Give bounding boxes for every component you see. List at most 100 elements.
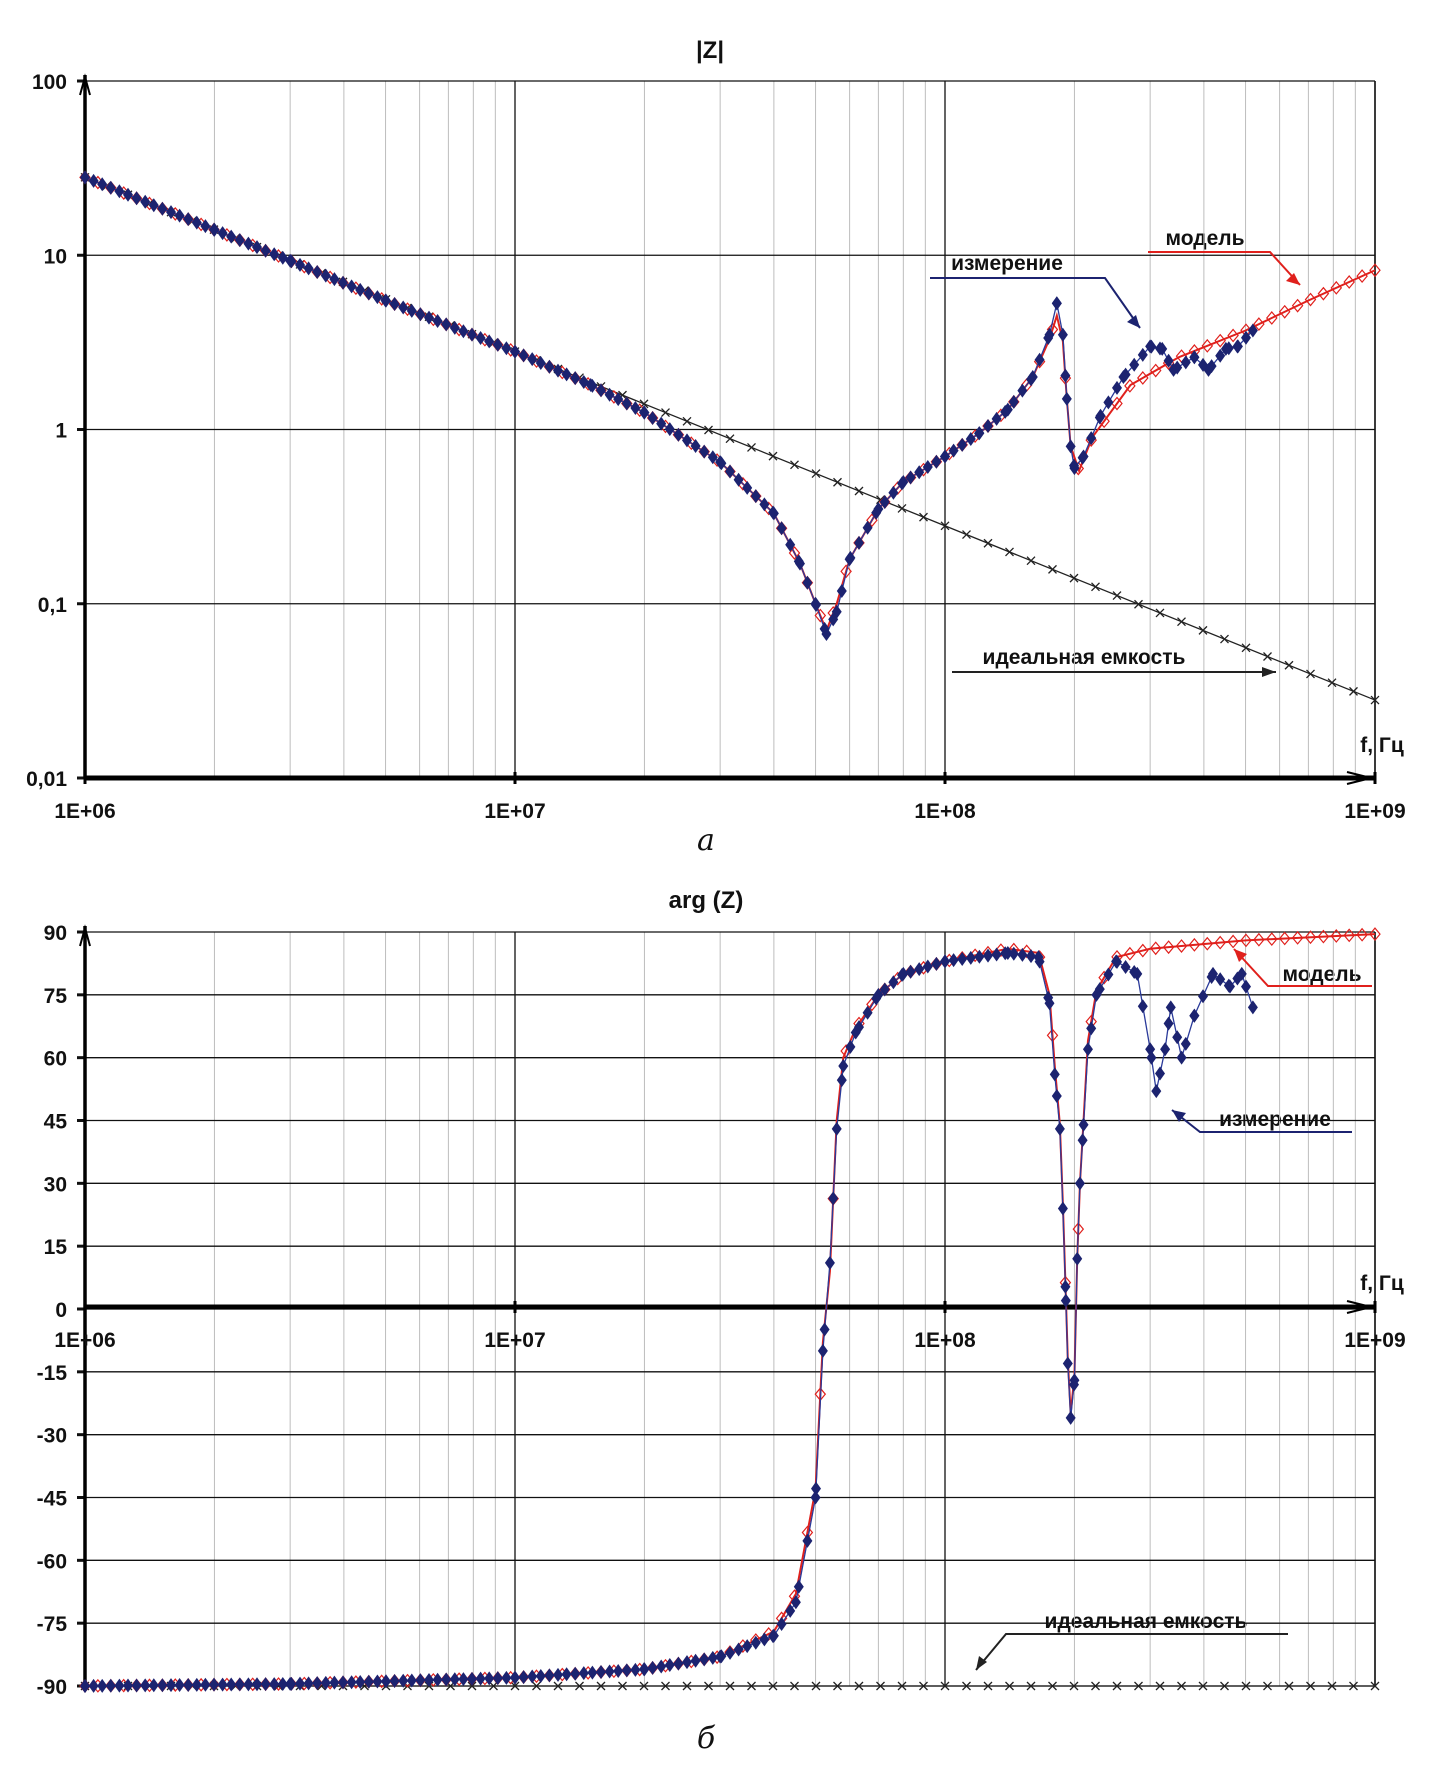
annotation-ideal: идеальная емкость — [983, 646, 1186, 669]
chart-title: arg (Z) — [669, 887, 744, 914]
ideal-marker — [811, 1681, 821, 1691]
measurement-marker — [80, 1679, 90, 1693]
x-axis-arrow-icon — [1346, 771, 1372, 785]
measurement-marker — [97, 177, 108, 192]
ideal-marker — [661, 408, 670, 418]
measurement-marker — [931, 454, 942, 469]
ideal-marker — [940, 1681, 950, 1691]
measurement-marker — [226, 1677, 237, 1692]
measurement-marker — [768, 505, 778, 520]
measurement-marker — [871, 991, 882, 1006]
measurement-marker — [1155, 341, 1165, 356]
measurement-marker — [922, 959, 933, 974]
measurement-marker — [1189, 350, 1200, 365]
measurement-marker — [415, 1673, 426, 1688]
measurement-marker — [647, 410, 658, 425]
ideal-marker — [725, 1681, 735, 1691]
measurement-marker — [295, 1676, 305, 1691]
measurement-marker — [510, 1670, 520, 1685]
measurement-marker — [234, 1677, 245, 1692]
model-marker — [1111, 396, 1123, 411]
model-marker — [1175, 939, 1188, 953]
measurement-marker — [1065, 1410, 1076, 1425]
measurement-marker — [286, 254, 297, 269]
model-marker — [1137, 943, 1149, 958]
ideal-marker — [1026, 556, 1036, 566]
measurement-marker — [217, 1677, 228, 1692]
measurement-marker — [518, 348, 529, 363]
y-tick-label: -15 — [37, 1362, 68, 1385]
measurement-marker — [836, 1073, 847, 1088]
measurement-marker — [1215, 348, 1226, 363]
measurement-marker — [389, 1673, 400, 1688]
measurement-marker — [243, 236, 254, 251]
ideal-marker — [897, 1681, 907, 1691]
measurement-marker — [131, 1678, 142, 1693]
measurement-marker — [570, 371, 581, 386]
ideal-marker — [940, 521, 950, 531]
measurement-marker — [123, 1678, 133, 1693]
measurement-marker — [831, 1121, 842, 1136]
model-marker — [1188, 937, 1201, 952]
measurement-marker — [824, 1255, 835, 1270]
measurement-marker — [690, 439, 701, 454]
measurement-marker — [372, 1674, 383, 1689]
measurement-marker — [1057, 1201, 1068, 1216]
measurement-marker — [991, 947, 1002, 962]
ideal-marker — [876, 1681, 885, 1691]
measurement-marker — [621, 1663, 632, 1678]
ideal-marker — [1263, 1681, 1272, 1691]
measurement-marker — [1034, 352, 1045, 367]
model-marker — [1278, 304, 1291, 319]
measurement-marker — [897, 968, 907, 983]
annotation-model: модель — [1165, 227, 1244, 250]
model-marker — [1149, 941, 1162, 956]
ideal-marker — [682, 1681, 692, 1691]
arrow-icon — [1286, 273, 1300, 285]
measurement-marker — [398, 300, 409, 315]
measurement-marker — [432, 314, 443, 329]
ideal-marker — [790, 1681, 799, 1691]
ideal-marker — [1327, 1681, 1337, 1691]
measurement-marker — [845, 550, 856, 565]
measurement-marker — [320, 1675, 331, 1690]
measurement-marker — [492, 337, 503, 352]
measurement-marker — [1176, 1050, 1187, 1065]
ideal-marker — [1241, 1681, 1251, 1691]
measurement-marker — [862, 520, 873, 535]
measurement-marker — [406, 303, 417, 318]
ideal-marker — [1370, 1681, 1380, 1691]
measurement-marker — [1054, 1121, 1065, 1136]
measurement-marker — [759, 1632, 770, 1647]
ideal-marker — [1177, 617, 1186, 627]
measurement-marker — [1241, 979, 1251, 994]
measurement-marker — [252, 1677, 262, 1692]
ideal-marker — [661, 1681, 670, 1691]
ideal-marker — [704, 425, 713, 435]
arrow-icon — [1234, 949, 1247, 962]
measurement-marker — [621, 396, 632, 411]
y-tick-label: 0,1 — [38, 594, 68, 617]
y-axis-arrow-icon — [79, 73, 91, 96]
arrow-icon — [1127, 315, 1140, 328]
measurement-marker — [226, 229, 237, 244]
measurement-marker — [200, 1677, 211, 1692]
measurement-marker — [1163, 1016, 1174, 1031]
impedance-magnitude-chart: |Z| а f, Гц модель измерение идеальная е… — [26, 37, 1406, 858]
ideal-marker — [854, 486, 864, 496]
ideal-marker — [553, 1681, 563, 1691]
measurement-marker — [613, 1663, 624, 1678]
measurement-marker — [553, 363, 563, 378]
measurement-marker — [639, 405, 649, 420]
model-marker — [1253, 317, 1265, 332]
measurement-marker — [854, 1020, 864, 1035]
measurement-marker — [1078, 1117, 1089, 1132]
model-marker — [1343, 275, 1355, 289]
model-marker — [1278, 931, 1291, 946]
x-tick-label: 1E+07 — [484, 800, 545, 823]
measurement-marker — [1051, 1089, 1062, 1104]
ideal-marker — [1349, 1681, 1358, 1691]
model-marker — [1253, 932, 1265, 947]
model-marker — [1291, 298, 1304, 313]
ideal-marker — [833, 477, 842, 487]
